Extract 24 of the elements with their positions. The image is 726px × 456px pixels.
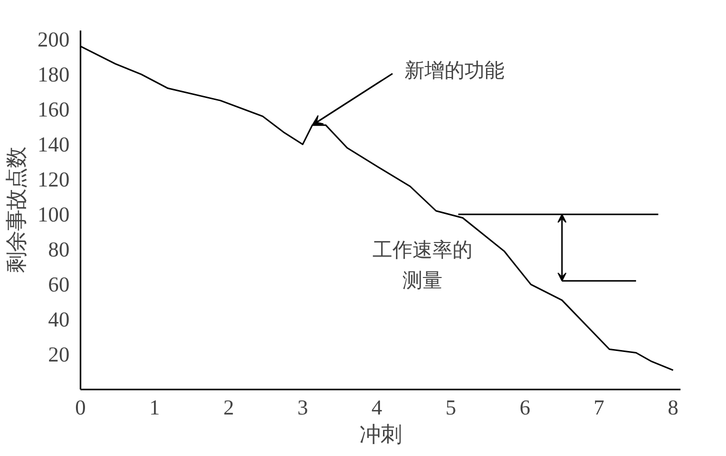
- y-tick-label: 140: [38, 132, 70, 156]
- y-tick-label: 200: [38, 27, 70, 52]
- y-tick-label: 160: [38, 97, 70, 122]
- annotation: 新增的功能: [404, 58, 504, 82]
- y-tick-label: 120: [38, 167, 70, 192]
- y-axis-title: 剩余事故点数: [4, 147, 30, 273]
- y-tick-label: 80: [48, 237, 70, 262]
- x-tick-label: 3: [297, 396, 308, 420]
- x-tick-label: 4: [371, 396, 382, 420]
- y-tick-label: 100: [38, 202, 70, 226]
- y-tick-label: 20: [48, 342, 70, 366]
- x-tick-label: 1: [149, 396, 160, 420]
- y-tick-label: 40: [48, 307, 70, 332]
- y-tick-label: 180: [38, 62, 70, 86]
- annotation: 工作速率的: [372, 237, 472, 262]
- x-tick-label: 6: [520, 396, 531, 420]
- annotation: 测量: [402, 268, 442, 292]
- y-tick-label: 60: [48, 272, 70, 296]
- x-tick-label: 7: [594, 396, 605, 420]
- x-tick-label: 0: [75, 396, 86, 420]
- x-axis-title: 冲刺: [360, 422, 402, 448]
- x-tick-label: 8: [668, 396, 678, 420]
- x-tick-label: 2: [223, 396, 234, 420]
- x-tick-label: 5: [446, 396, 456, 420]
